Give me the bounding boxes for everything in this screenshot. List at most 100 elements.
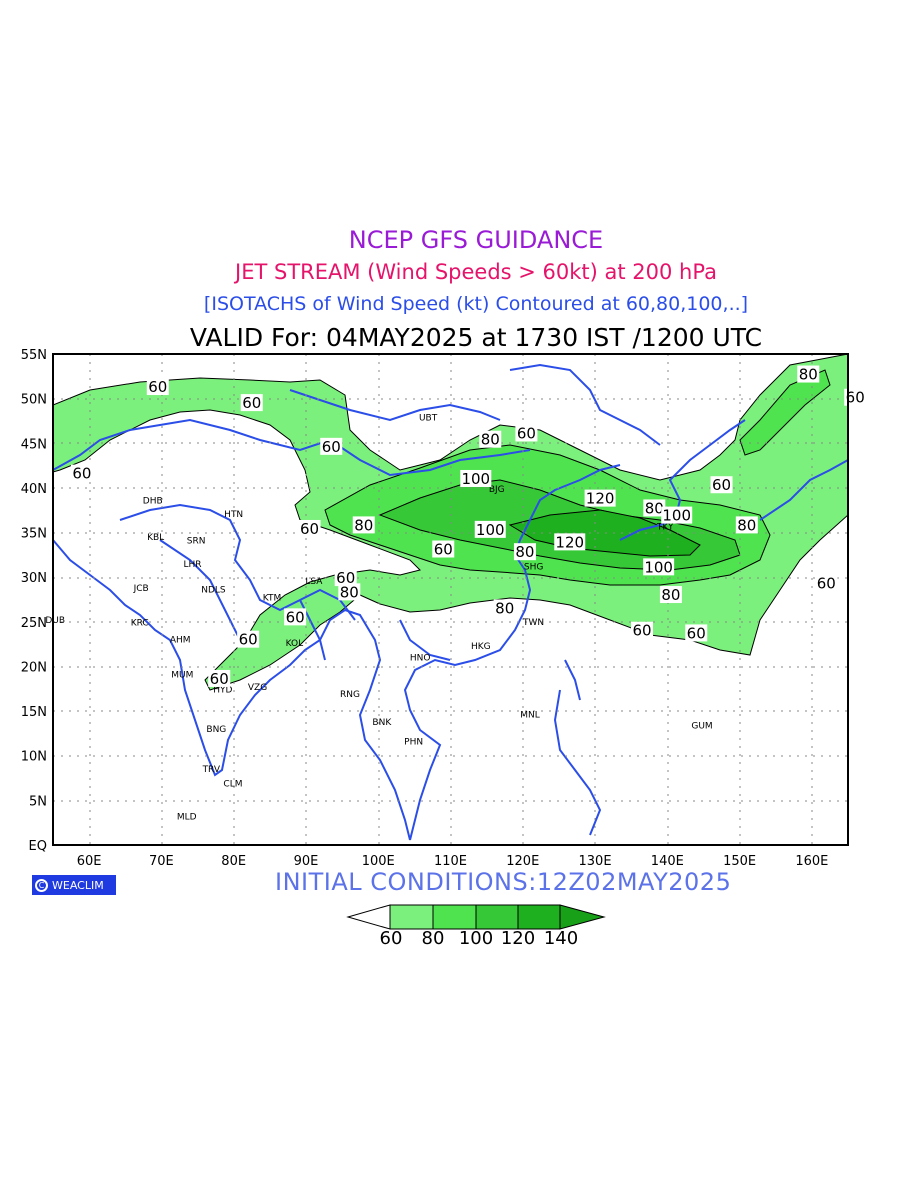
lon-tick-label: 130E: [579, 854, 612, 869]
svg-text:60: 60: [286, 608, 305, 626]
contour-label: 60: [208, 669, 231, 688]
logo-text: WEACLIM: [52, 878, 104, 892]
legend-label: 100: [458, 928, 494, 949]
map-frame: [52, 353, 849, 846]
contour-label: 80: [735, 516, 758, 534]
svg-text:60: 60: [517, 424, 536, 442]
contour-label: 60: [815, 574, 838, 592]
contour-label: 100: [661, 507, 693, 525]
contour-label: 60: [631, 621, 654, 640]
svg-text:80: 80: [645, 499, 664, 517]
station-label: KBL: [147, 533, 164, 543]
svg-text:100: 100: [662, 507, 691, 525]
station-label: LSA: [305, 577, 323, 587]
legend-label: 60: [379, 928, 403, 949]
svg-text:60: 60: [239, 631, 258, 649]
contour-label: 60: [240, 394, 263, 412]
latitude-axis: EQ 5N 10N 15N 20N 25N 30N 35N 40N 45N 50N 55N: [21, 348, 47, 854]
lon-tick-label: 90E: [294, 854, 319, 869]
lon-tick-label: 160E: [795, 854, 828, 869]
lon-tick-label: 140E: [651, 854, 684, 869]
lon-tick-label: 150E: [723, 854, 756, 869]
contour-label: 60: [146, 378, 169, 396]
contour-label: 60: [70, 464, 93, 483]
station-label: SRN: [187, 537, 206, 547]
station-label: MUM: [171, 670, 193, 680]
station-label: UBT: [419, 413, 438, 423]
contour-label: 80: [479, 430, 502, 449]
lon-tick-label: 100E: [362, 854, 395, 869]
svg-text:80: 80: [737, 516, 756, 534]
svg-text:80: 80: [481, 431, 500, 449]
svg-text:60: 60: [300, 520, 319, 538]
station-label: HYD: [213, 686, 232, 696]
lat-tick-label: 40N: [21, 482, 47, 497]
contour-label: 80: [659, 586, 682, 604]
svg-text:80: 80: [799, 366, 818, 384]
lat-tick-label: 15N: [21, 705, 47, 720]
station-label: HTN: [224, 510, 243, 520]
svg-text:80: 80: [495, 599, 514, 617]
station-label: JCB: [133, 584, 149, 594]
svg-text:60: 60: [632, 622, 651, 640]
contour-label: 60: [284, 608, 307, 626]
station-label: NDLS: [201, 586, 226, 596]
svg-text:60: 60: [322, 438, 341, 456]
contour-label: 80: [643, 499, 666, 517]
contour-label: 80: [797, 365, 820, 384]
legend-swatch-below-60: [346, 904, 391, 930]
lat-tick-label: 45N: [21, 437, 47, 452]
svg-text:80: 80: [515, 543, 534, 561]
contour-label: 60: [432, 540, 455, 559]
svg-text:100: 100: [476, 521, 505, 539]
legend-swatch-80-100: [432, 904, 477, 930]
svg-text:120: 120: [555, 533, 584, 551]
initial-conditions-label: INITIAL CONDITIONS:12Z02MAY2025: [275, 868, 732, 896]
legend-label: 140: [543, 928, 579, 949]
station-label: AHM: [170, 636, 191, 646]
svg-text:60: 60: [817, 574, 836, 592]
contour-label: 80: [338, 583, 361, 601]
copyright-icon: C: [35, 878, 48, 892]
legend-swatch-120-140: [517, 904, 561, 930]
station-label: PHN: [404, 737, 423, 747]
station-label: BNK: [372, 718, 392, 728]
station-label: BJG: [489, 485, 505, 495]
contour-label: 80: [352, 516, 375, 534]
station-label: HNO: [410, 654, 431, 664]
lat-tick-label: 20N: [21, 660, 47, 675]
legend-swatch-100-120: [475, 904, 519, 930]
svg-text:60: 60: [72, 465, 91, 483]
lat-tick-label: 55N: [21, 348, 47, 363]
stations-layer: UBT DHB HTN KBL SRN LHR JCB NDLS DUB KRC AHM KTM LSA…: [45, 413, 712, 822]
legend-swatch-60-80: [389, 904, 434, 930]
legend-label: 120: [500, 928, 536, 949]
lat-tick-label: 10N: [21, 750, 47, 765]
station-label: MNL: [520, 711, 540, 721]
legend-label: 80: [421, 928, 445, 949]
svg-text:100: 100: [461, 470, 490, 488]
station-label: KOL: [286, 639, 304, 649]
contour-label: 80: [513, 543, 536, 561]
svg-text:60: 60: [687, 624, 706, 642]
station-label: MLD: [177, 812, 197, 822]
contour-label: 100: [643, 558, 675, 576]
lon-tick-label: 120E: [506, 854, 539, 869]
contour-label: 60: [515, 424, 538, 442]
lat-tick-label: 30N: [21, 571, 47, 586]
title-product: JET STREAM (Wind Speeds > 60kt) at 200 h…: [235, 260, 717, 284]
station-label: TRV: [202, 765, 221, 775]
contour-label: 60: [844, 388, 867, 407]
contour-label: 60: [334, 569, 357, 587]
svg-text:80: 80: [340, 583, 359, 601]
lon-tick-label: 80E: [221, 854, 246, 869]
svg-text:60: 60: [210, 670, 229, 688]
title-valid-time: VALID For: 04MAY2025 at 1730 IST /1200 U…: [189, 323, 763, 352]
contour-label: 100: [474, 520, 506, 539]
svg-text:60: 60: [434, 541, 453, 559]
legend-swatch-above-140: [559, 904, 606, 930]
station-label: GUM: [691, 721, 712, 731]
contour-label: 60: [298, 519, 321, 538]
svg-text:80: 80: [661, 586, 680, 604]
lon-tick-label: 70E: [149, 854, 174, 869]
